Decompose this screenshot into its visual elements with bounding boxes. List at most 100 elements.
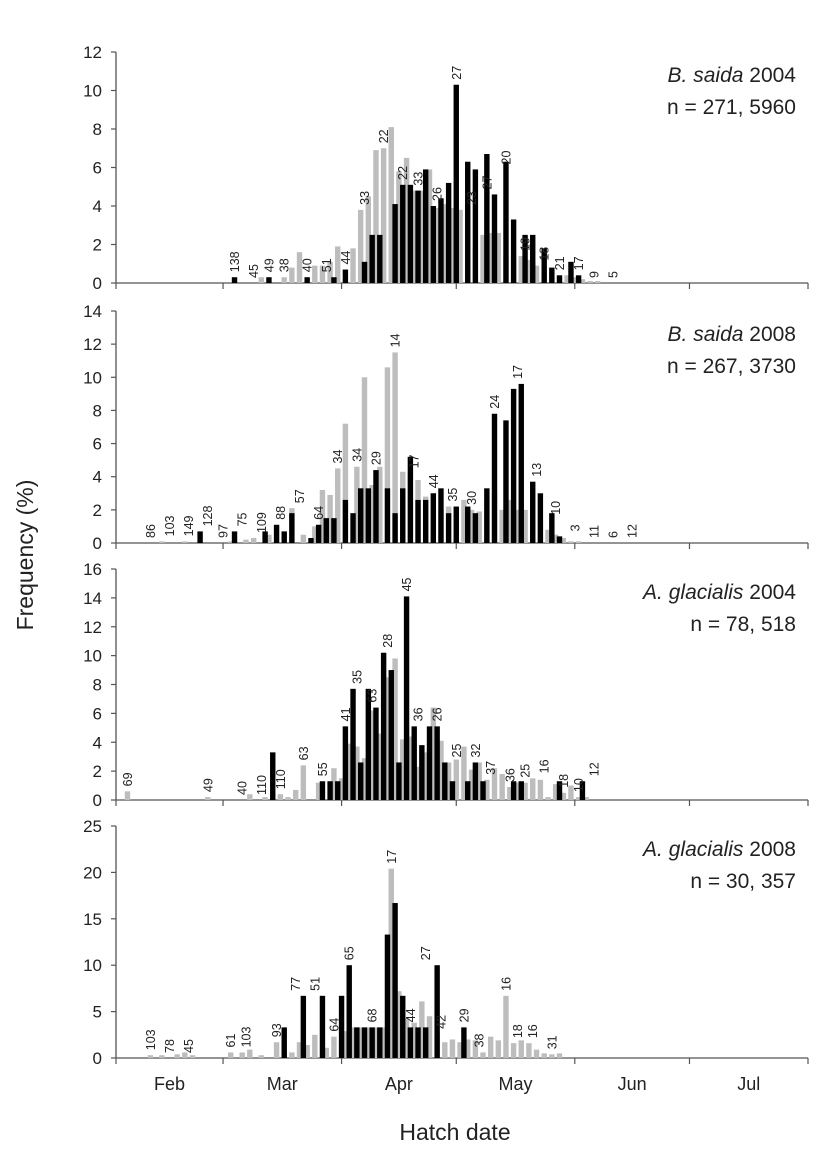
grey-bar: [514, 782, 521, 800]
grey-bar: [434, 207, 440, 283]
grey-bar: [292, 789, 299, 800]
bar-label: 51: [320, 258, 334, 272]
month-label: Jul: [737, 1074, 760, 1094]
black-bar: [407, 456, 414, 543]
y-tick-label: 14: [83, 589, 102, 608]
bar-label: 38: [278, 258, 292, 272]
grey-bar: [296, 252, 303, 283]
grey-bar: [518, 1040, 524, 1058]
black-bar: [575, 275, 582, 283]
month-label: Apr: [385, 1074, 413, 1094]
black-bar: [518, 383, 524, 543]
black-bar: [445, 182, 452, 283]
panel-n: n = 78, 518: [690, 613, 796, 636]
bar-label: 75: [236, 512, 250, 526]
grey-bar: [159, 541, 165, 543]
black-bar: [541, 248, 547, 283]
bar-label: 128: [201, 505, 215, 526]
black-bar: [270, 752, 276, 800]
black-bar: [369, 234, 375, 283]
panel-year: 2008: [743, 323, 796, 346]
grey-bar: [457, 209, 463, 283]
grey-bar: [426, 169, 433, 283]
grey-bar: [335, 246, 341, 283]
bar-label: 36: [503, 768, 517, 782]
bar-label: 109: [255, 512, 269, 533]
grey-bar: [258, 1055, 264, 1058]
grey-bar: [526, 1043, 532, 1058]
grey-bar: [556, 1053, 563, 1058]
black-bar: [472, 513, 479, 543]
grey-bar: [476, 762, 482, 800]
bar-label: 14: [389, 333, 403, 347]
bar-label: 103: [144, 1029, 158, 1050]
bar-label: 78: [163, 1039, 177, 1053]
grey-bar: [243, 539, 249, 543]
month-label: Jun: [618, 1074, 647, 1094]
black-bar: [503, 420, 509, 543]
grey-bar: [289, 1052, 295, 1058]
bar-label: 22: [377, 129, 391, 143]
black-bar: [422, 499, 429, 543]
black-bar: [556, 781, 563, 800]
grey-bar: [300, 534, 307, 543]
grey-bar: [327, 494, 333, 543]
bar-label: 44: [427, 474, 441, 488]
y-tick-label: 8: [93, 401, 102, 420]
grey-bar: [350, 1027, 356, 1058]
panel-species: B. saida: [668, 323, 744, 346]
grey-bar: [545, 529, 551, 543]
bar-label: 3: [568, 524, 582, 531]
grey-bar: [174, 1054, 180, 1058]
bar-label: 19: [519, 237, 533, 251]
y-tick-label: 5: [93, 1003, 102, 1022]
black-bar: [338, 995, 345, 1058]
black-bar: [384, 488, 391, 543]
grey-bar: [392, 352, 398, 543]
grey-bar: [388, 127, 394, 283]
y-tick-label: 2: [93, 236, 102, 255]
y-axis-title: Frequency (%): [12, 480, 38, 631]
grey-bar: [285, 797, 291, 800]
bar-label: 12: [626, 524, 640, 538]
black-bar: [231, 531, 238, 543]
panel-title: A. glacialis 2004: [641, 581, 796, 604]
grey-bar: [388, 868, 394, 1058]
black-bar: [549, 267, 555, 283]
black-bar: [422, 169, 429, 283]
black-bar: [400, 184, 406, 283]
black-bar: [392, 903, 398, 1058]
grey-bar: [560, 792, 567, 800]
black-bar: [350, 513, 356, 543]
grey-bar: [266, 534, 272, 543]
black-bar: [392, 204, 398, 283]
black-bar: [377, 234, 383, 283]
y-tick-label: 6: [93, 159, 102, 178]
black-bar: [510, 219, 517, 283]
bar-label: 57: [293, 489, 307, 503]
bar-label: 93: [270, 1023, 284, 1037]
grey-bar: [575, 541, 582, 543]
y-tick-label: 15: [83, 910, 102, 929]
grey-bar: [426, 1016, 433, 1058]
grey-bar: [124, 791, 131, 800]
bar-label: 26: [431, 707, 445, 721]
grey-bar: [495, 232, 502, 283]
grey-bar: [373, 150, 379, 283]
black-bar: [445, 513, 452, 543]
grey-bar: [227, 1052, 234, 1058]
grey-bar: [312, 1034, 318, 1058]
grey-bar: [449, 207, 456, 283]
bar-label: 38: [473, 1033, 487, 1047]
grey-bar: [526, 259, 532, 283]
grey-bar: [377, 466, 383, 543]
bar-label: 25: [450, 744, 464, 758]
bar-label: 49: [201, 778, 215, 792]
grey-bar: [499, 774, 505, 800]
grey-bar: [350, 248, 356, 283]
bar-label: 49: [262, 258, 276, 272]
black-bar: [407, 184, 414, 283]
grey-bar: [147, 1055, 154, 1058]
grey-bar: [468, 769, 475, 800]
